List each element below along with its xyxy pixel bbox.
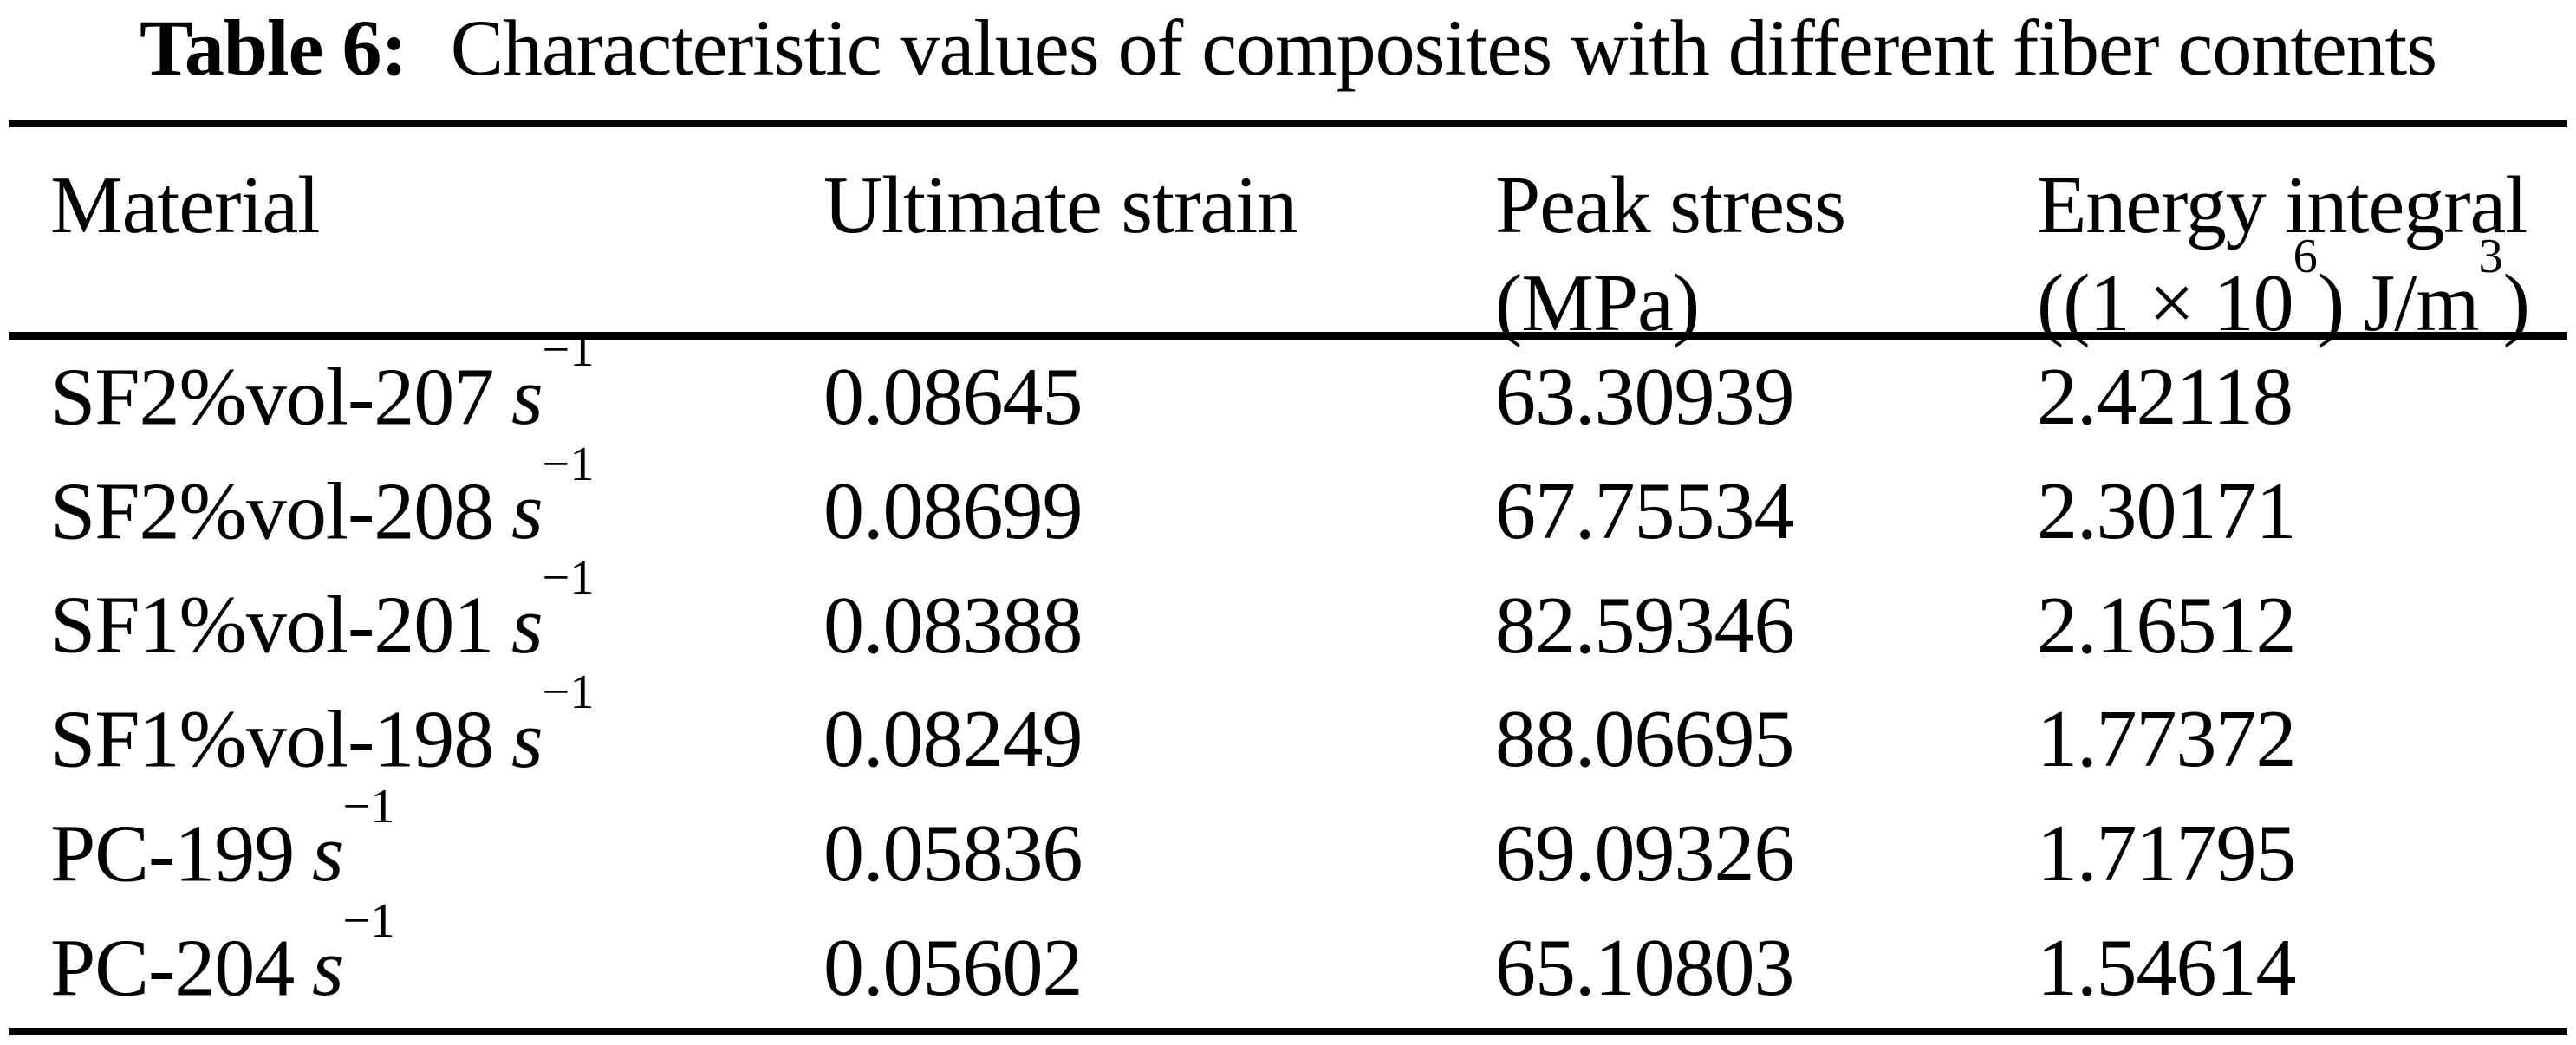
header-ultimate-strain: Ultimate strain [823, 160, 1298, 250]
cell-material: PC-199 s−1 [50, 780, 395, 899]
cell-peak-stress: 67.75534 [1495, 465, 1795, 556]
cell-material: SF2%vol-208 s−1 [50, 437, 595, 556]
cell-material: PC-204 s−1 [50, 893, 395, 1014]
table-row: PC-199 s−1 0.05836 69.09326 1.71795 [0, 780, 2576, 911]
table-caption-label: Table 6: [139, 3, 407, 92]
cell-peak-stress: 82.59346 [1495, 580, 1795, 671]
cell-peak-stress: 65.10803 [1495, 923, 1795, 1014]
strain-rate-exponent: −1 [542, 322, 595, 377]
header-energy-integral-line1: Energy integral [2037, 160, 2527, 250]
cell-material: SF1%vol-198 s−1 [50, 665, 595, 785]
strain-rate-exponent: −1 [542, 665, 595, 720]
cell-ultimate-strain: 0.08388 [823, 580, 1083, 671]
strain-rate-symbol: s [511, 580, 543, 671]
cell-peak-stress: 88.06695 [1495, 694, 1795, 785]
table-row: SF1%vol-198 s−1 0.08249 88.06695 1.77372 [0, 665, 2576, 796]
table-row: SF2%vol-208 s−1 0.08699 67.75534 2.30171 [0, 437, 2576, 568]
cell-peak-stress: 69.09326 [1495, 808, 1795, 899]
strain-rate-symbol: s [511, 694, 543, 785]
cell-ultimate-strain: 0.05836 [823, 808, 1083, 899]
table-top-rule [9, 120, 2567, 127]
table-bottom-rule [9, 1028, 2567, 1035]
table-row: SF2%vol-207 s−1 0.08645 63.30939 2.42118 [0, 322, 2576, 454]
strain-rate-symbol: s [311, 808, 344, 899]
table-header-rule [9, 332, 2567, 340]
cell-ultimate-strain: 0.08249 [823, 694, 1083, 785]
header-peak-stress-line1: Peak stress [1495, 160, 1846, 250]
table-caption: Table 6: Characteristic values of composi… [0, 2, 2576, 94]
strain-rate-exponent: −1 [342, 780, 395, 834]
table-caption-text: Characteristic values of composites with… [450, 3, 2437, 92]
cell-peak-stress: 63.30939 [1495, 351, 1795, 442]
strain-rate-symbol: s [511, 352, 543, 443]
cell-ultimate-strain: 0.08645 [823, 351, 1083, 442]
cell-energy-integral: 1.54614 [2037, 923, 2297, 1014]
cell-ultimate-strain: 0.05602 [823, 923, 1083, 1014]
cell-energy-integral: 2.42118 [2037, 351, 2293, 442]
cell-energy-integral: 1.71795 [2037, 808, 2297, 899]
strain-rate-exponent: −1 [342, 893, 395, 948]
table-header-row: Material Ultimate strain Peak stress (MP… [0, 127, 2576, 348]
header-material: Material [50, 160, 320, 250]
table-row: SF1%vol-201 s−1 0.08388 82.59346 2.16512 [0, 551, 2576, 683]
strain-rate-symbol: s [311, 923, 344, 1014]
strain-rate-symbol: s [511, 465, 543, 556]
table-row: PC-204 s−1 0.05602 65.10803 1.54614 [0, 893, 2576, 1025]
cell-energy-integral: 2.30171 [2037, 465, 2297, 556]
cell-ultimate-strain: 0.08699 [823, 465, 1083, 556]
cell-material: SF2%vol-207 s−1 [50, 322, 595, 443]
cell-energy-integral: 1.77372 [2037, 694, 2297, 785]
strain-rate-exponent: −1 [542, 437, 595, 491]
header-peak-stress: Peak stress (MPa) [1445, 127, 1987, 353]
table-body: SF2%vol-207 s−1 0.08645 63.30939 2.42118 … [0, 322, 2576, 1025]
header-energy-integral: Energy integral ((1 × 106) J/m3) [1987, 127, 2576, 353]
cell-energy-integral: 2.16512 [2037, 580, 2297, 671]
cell-material: SF1%vol-201 s−1 [50, 551, 595, 671]
strain-rate-exponent: −1 [542, 551, 595, 606]
